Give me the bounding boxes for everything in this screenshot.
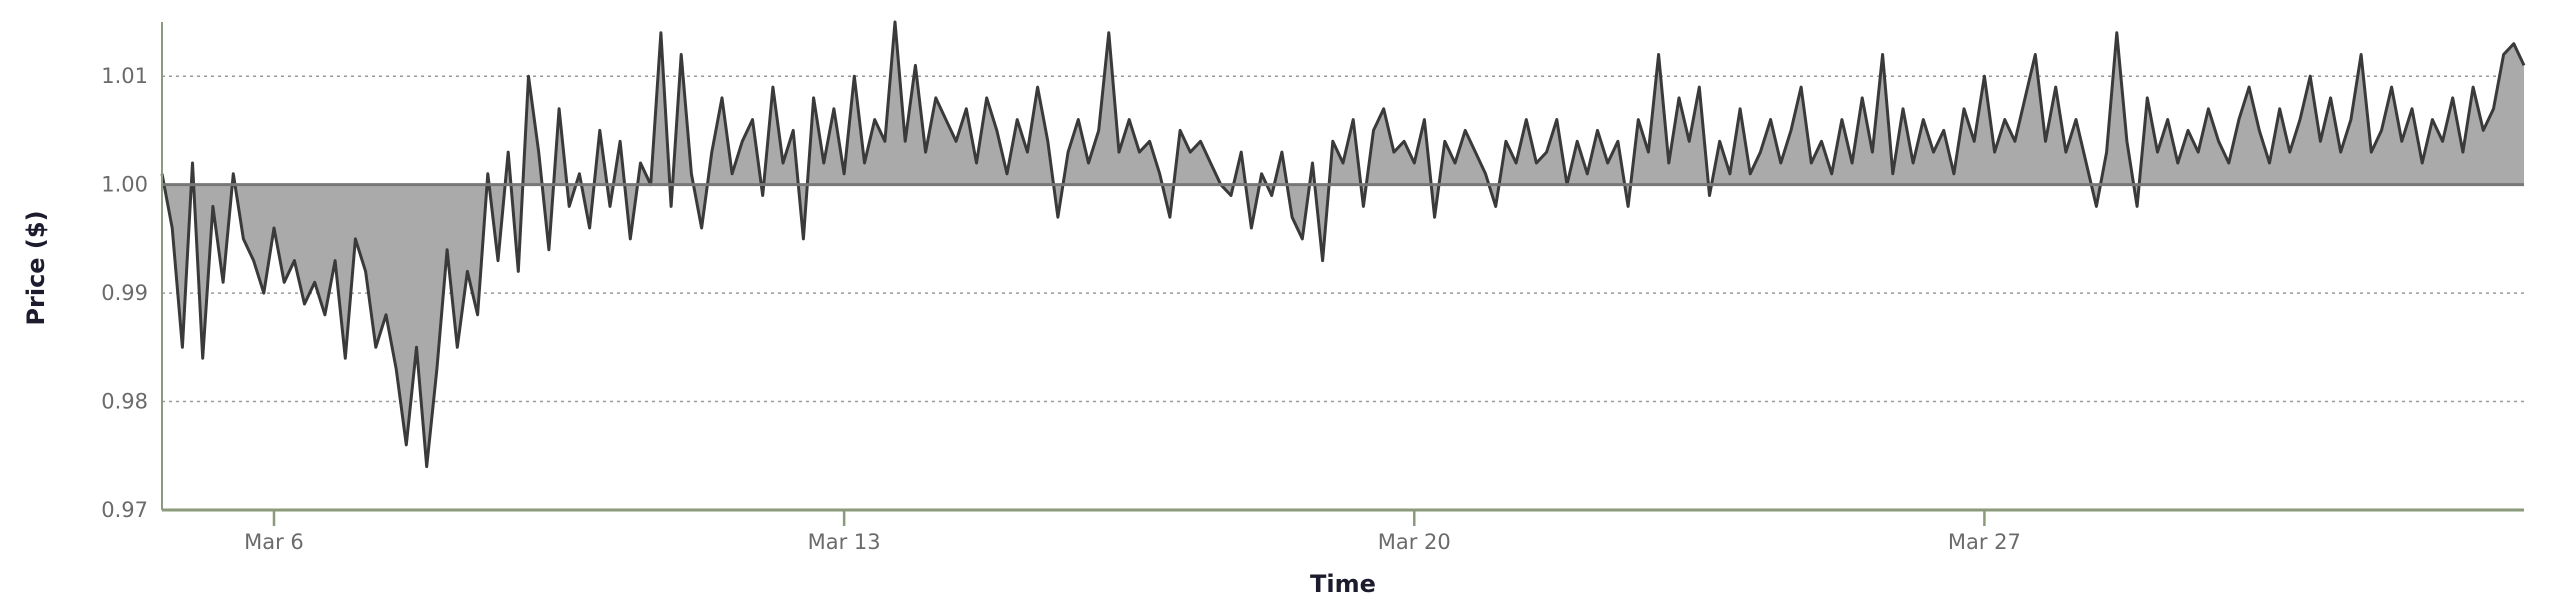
- y-tick-label: 1.01: [101, 64, 148, 88]
- y-axis-title: Price ($): [22, 210, 50, 325]
- tick-labels: 0.97 0.98 0.99 1.00 1.01 Mar 6 Mar 13 Mar 20 Mar…: [101, 64, 2021, 554]
- x-tick-label: Mar 6: [244, 530, 304, 554]
- y-tick-label: 0.99: [101, 281, 148, 305]
- series-area: [160, 20, 2526, 469]
- series-area-fill: [162, 22, 2524, 467]
- x-tick-label: Mar 27: [1948, 530, 2021, 554]
- axes: [161, 22, 2524, 526]
- y-tick-label: 0.98: [101, 390, 148, 414]
- y-tick-label: 0.97: [101, 498, 148, 522]
- series-line: [160, 20, 2526, 469]
- gridlines: [162, 75, 2524, 403]
- x-tick-label: Mar 13: [808, 530, 881, 554]
- x-tick-label: Mar 20: [1378, 530, 1451, 554]
- x-axis-title: Time: [1310, 570, 1376, 598]
- y-tick-label: 1.00: [101, 173, 148, 197]
